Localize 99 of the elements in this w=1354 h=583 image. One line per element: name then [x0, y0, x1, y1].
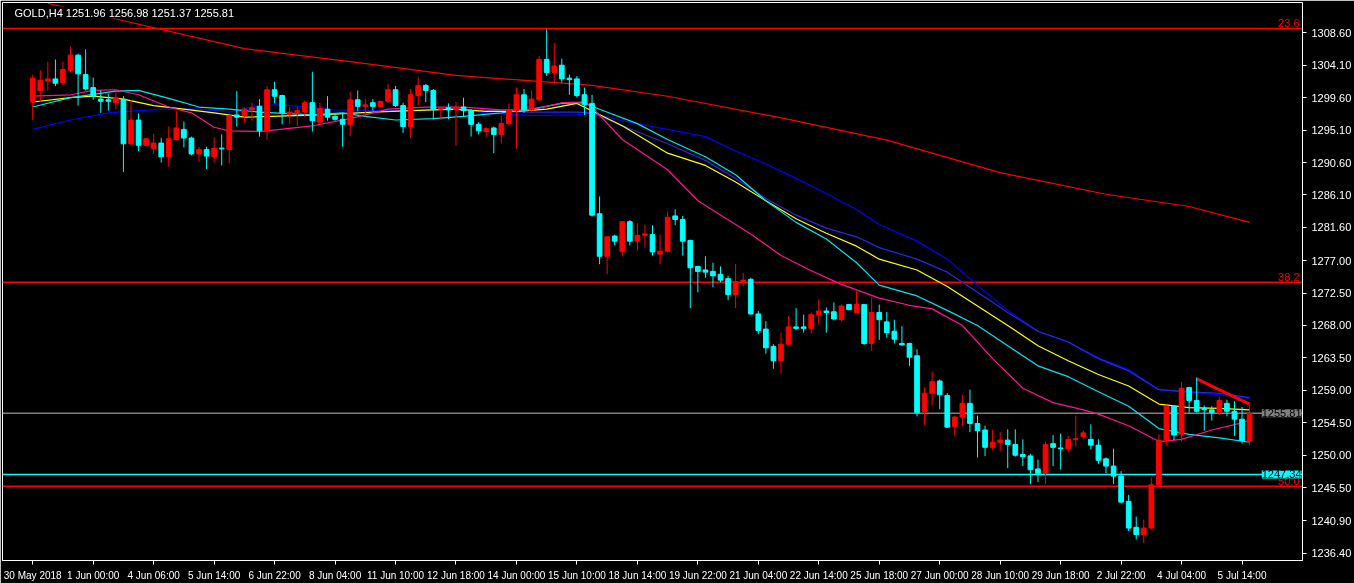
candlestick — [45, 61, 51, 91]
candlestick — [113, 92, 119, 110]
candlestick — [626, 219, 633, 246]
candlestick — [150, 133, 157, 155]
x-tick-label: 5 Jul 14:00 — [1217, 569, 1267, 581]
candlestick — [67, 45, 74, 73]
x-tick-label: 19 Jun 22:00 — [668, 569, 728, 581]
candlestick — [1050, 434, 1056, 467]
candlestick — [203, 146, 210, 170]
candlestick — [309, 71, 316, 133]
candlestick — [1216, 396, 1223, 416]
candlestick — [785, 315, 792, 345]
candlestick — [438, 106, 444, 121]
x-tick-label: 29 Jun 18:00 — [1031, 569, 1090, 581]
candlestick — [233, 90, 240, 127]
candlestick — [634, 222, 641, 251]
y-tick-label: 1240.90 — [1311, 514, 1352, 527]
candlestick — [959, 394, 966, 427]
candlestick — [339, 112, 346, 148]
y-tick-label: 1277.00 — [1311, 254, 1352, 267]
y-tick-label: 1236.40 — [1311, 547, 1352, 560]
x-tick-label: 4 Jul 04:00 — [1157, 569, 1207, 581]
candlestick — [1072, 415, 1079, 448]
y-tick-label: 1268.00 — [1311, 319, 1352, 332]
y-tick-label: 1263.50 — [1311, 351, 1352, 364]
x-tick-label: 1 Jun 00:00 — [67, 569, 120, 581]
y-tick-label: 1272.50 — [1311, 287, 1352, 300]
candlestick — [1186, 386, 1192, 414]
candlestick — [324, 95, 331, 122]
candlestick — [52, 58, 59, 87]
x-tick-label: 14 Jun 00:00 — [487, 569, 546, 581]
candlestick — [385, 83, 391, 104]
x-tick-label: 22 Jun 14:00 — [789, 569, 849, 581]
candlestick — [158, 137, 165, 164]
candlestick — [498, 115, 505, 144]
candlestick — [778, 332, 784, 375]
candlestick — [1140, 518, 1147, 544]
x-tick-label: 2 Jul 22:00 — [1096, 569, 1147, 581]
candlestick — [793, 307, 799, 331]
candlestick — [543, 28, 550, 77]
y-tick-label: 1250.00 — [1311, 449, 1352, 462]
x-tick-label: 30 May 2018 — [3, 569, 63, 581]
y-tick-label: 1259.00 — [1311, 384, 1352, 397]
candlestick — [823, 306, 830, 334]
candlestick — [604, 236, 610, 275]
x-tick-label: 12 Jun 18:00 — [427, 569, 486, 581]
candlestick — [521, 88, 527, 114]
y-tick-label: 1304.10 — [1311, 59, 1352, 72]
candlestick — [218, 133, 225, 166]
candlestick — [657, 234, 663, 265]
candlestick — [967, 389, 973, 433]
candlestick — [196, 146, 202, 163]
annotation: 23.6 — [1278, 17, 1300, 30]
x-tick-label: 21 Jun 04:00 — [729, 569, 788, 581]
y-tick-label: 1295.10 — [1311, 124, 1352, 137]
candlestick — [876, 304, 883, 341]
candlestick — [75, 53, 81, 107]
x-tick-label: 15 Jun 10:00 — [548, 569, 607, 581]
y-tick-label: 1245.50 — [1311, 481, 1352, 494]
x-tick-label: 18 Jun 14:00 — [608, 569, 667, 581]
candlestick — [649, 224, 656, 257]
x-tick-label: 25 Jun 18:00 — [850, 569, 909, 581]
candlestick — [853, 290, 860, 313]
candlestick — [710, 262, 716, 288]
candlestick — [815, 299, 822, 326]
candlestick — [982, 425, 988, 457]
candlestick — [249, 102, 255, 122]
candlestick — [1057, 433, 1064, 471]
ref-line-label: 1255.81 — [1261, 407, 1302, 420]
annotation: 38.2 — [1278, 271, 1300, 284]
candlestick — [181, 120, 187, 148]
y-tick-label: 1290.60 — [1311, 156, 1352, 169]
x-tick-label: 11 Jun 10:00 — [366, 569, 425, 581]
candlestick — [128, 99, 134, 147]
candlestick — [808, 312, 815, 334]
candlestick — [1239, 406, 1245, 445]
candlestick — [642, 224, 648, 249]
candlestick — [490, 126, 497, 154]
x-tick-label: 6 Jun 22:00 — [248, 569, 302, 581]
candlestick — [211, 136, 217, 164]
y-tick-label: 1308.60 — [1311, 26, 1352, 39]
candlestick — [453, 101, 459, 147]
chart-title: GOLD,H4 1251.96 1256.98 1251.37 1255.81 — [14, 6, 235, 19]
candlestick — [354, 89, 361, 112]
candlestick — [800, 314, 807, 334]
y-tick-label: 1254.50 — [1311, 416, 1352, 429]
x-tick-label: 27 Jun 00:00 — [910, 569, 970, 581]
y-tick-label: 1299.60 — [1311, 91, 1352, 104]
candlestick — [755, 310, 762, 335]
x-tick-label: 8 Jun 04:00 — [308, 569, 362, 581]
candlestick — [317, 102, 323, 125]
y-tick-label: 1281.60 — [1311, 221, 1352, 234]
candlestick — [936, 379, 943, 410]
candlestick — [551, 42, 558, 84]
x-tick-label: 28 Jun 10:00 — [971, 569, 1030, 581]
candlestick — [60, 61, 66, 86]
x-tick-label: 4 Jun 06:00 — [127, 569, 181, 581]
x-tick-label: 5 Jun 14:00 — [188, 569, 241, 581]
y-tick-label: 1286.10 — [1311, 188, 1352, 201]
